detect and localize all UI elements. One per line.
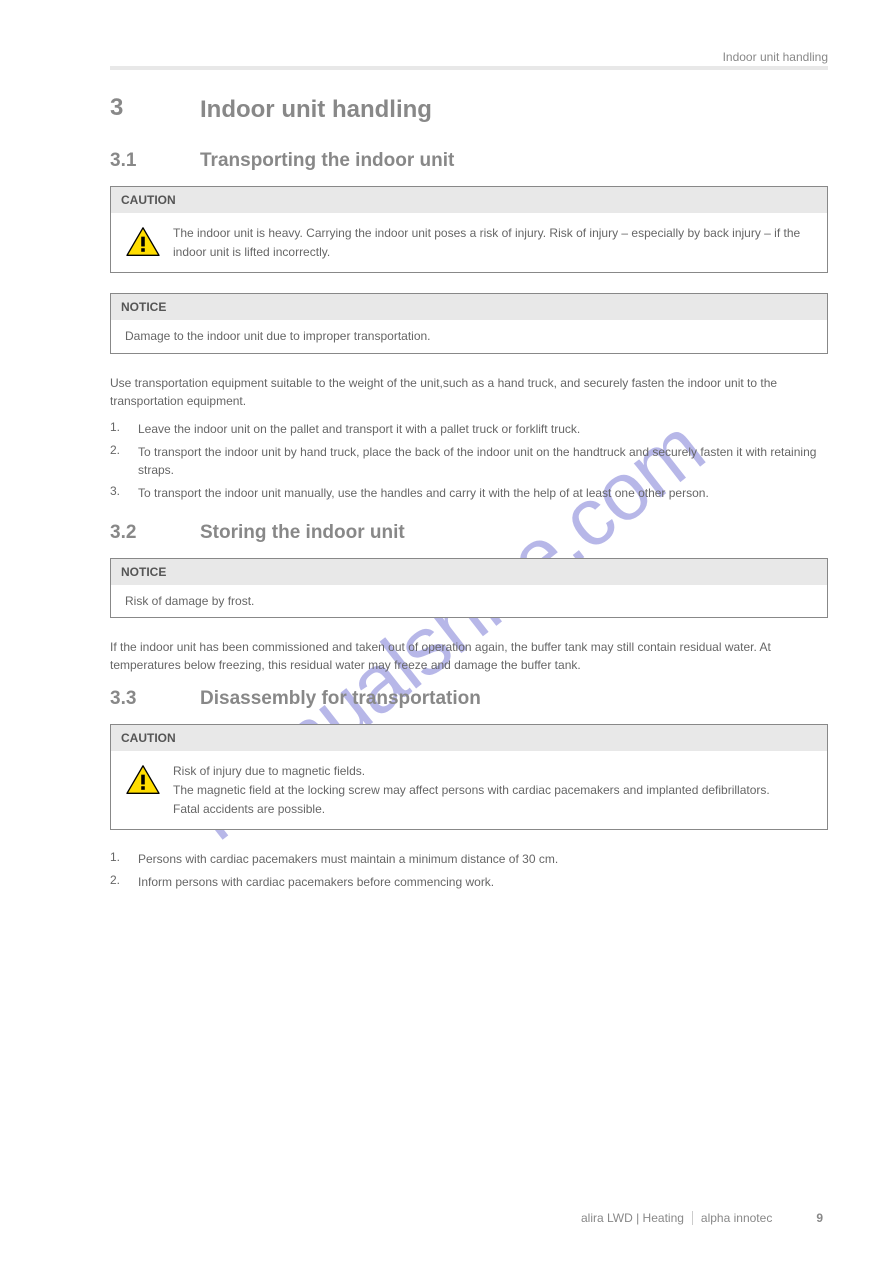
header-title: Indoor unit handling [110, 50, 828, 64]
section-disassembly-title: Disassembly for transportation [200, 688, 828, 710]
list-item: 2. To transport the indoor unit by hand … [110, 443, 828, 479]
caution-text-1: The indoor unit is heavy. Carrying the i… [173, 224, 813, 261]
caution-box-1: CAUTION The indoor unit is heavy. Carryi… [110, 186, 828, 273]
list-number: 3. [110, 484, 126, 502]
list-text: To transport the indoor unit by hand tru… [138, 443, 828, 479]
disassembly-list: 1. Persons with cardiac pacemakers must … [110, 850, 828, 891]
page-header: Indoor unit handling [110, 50, 828, 70]
list-item: 3. To transport the indoor unit manually… [110, 484, 828, 502]
list-number: 2. [110, 443, 126, 479]
section-transport-title: Transporting the indoor unit [200, 150, 828, 172]
caution-header-2: CAUTION [111, 725, 827, 751]
page-container: Indoor unit handling 3 Indoor unit handl… [0, 0, 893, 961]
list-item: 1. Persons with cardiac pacemakers must … [110, 850, 828, 868]
list-item: 1. Leave the indoor unit on the pallet a… [110, 420, 828, 438]
notice-body-1: Damage to the indoor unit due to imprope… [111, 320, 827, 353]
notice-text-2: Risk of damage by frost. [125, 592, 254, 611]
page-footer: alira LWD | Heating alpha innotec 9 [581, 1211, 823, 1225]
notice-body-2: Risk of damage by frost. [111, 585, 827, 618]
footer-divider [692, 1211, 693, 1225]
transport-list: 1. Leave the indoor unit on the pallet a… [110, 420, 828, 502]
list-text: To transport the indoor unit manually, u… [138, 484, 709, 502]
list-text: Inform persons with cardiac pacemakers b… [138, 873, 494, 891]
list-number: 1. [110, 420, 126, 438]
caution-text-2: Risk of injury due to magnetic fields. T… [173, 762, 770, 818]
list-number: 1. [110, 850, 126, 868]
section-storage-title: Storing the indoor unit [200, 522, 828, 544]
notice-box-2: NOTICE Risk of damage by frost. [110, 558, 828, 619]
caution-box-2: CAUTION Risk of injury due to magnetic f… [110, 724, 828, 830]
caution-body-2: Risk of injury due to magnetic fields. T… [111, 751, 827, 829]
storage-paragraph: If the indoor unit has been commissioned… [110, 638, 828, 674]
caution-header-1: CAUTION [111, 187, 827, 213]
footer-page-number: 9 [816, 1211, 823, 1225]
caution-body-1: The indoor unit is heavy. Carrying the i… [111, 213, 827, 272]
notice-text-1: Damage to the indoor unit due to imprope… [125, 327, 431, 346]
section-main-title: Indoor unit handling [200, 96, 828, 124]
notice-box-1: NOTICE Damage to the indoor unit due to … [110, 293, 828, 354]
list-number: 2. [110, 873, 126, 891]
transport-paragraph: Use transportation equipment suitable to… [110, 374, 828, 410]
notice-header-1: NOTICE [111, 294, 827, 320]
warning-triangle-icon [125, 226, 161, 258]
list-text: Persons with cardiac pacemakers must mai… [138, 850, 558, 868]
footer-product: alira LWD | Heating [581, 1211, 684, 1225]
list-text: Leave the indoor unit on the pallet and … [138, 420, 580, 438]
list-item: 2. Inform persons with cardiac pacemaker… [110, 873, 828, 891]
notice-header-2: NOTICE [111, 559, 827, 585]
footer-company: alpha innotec [701, 1211, 772, 1225]
warning-triangle-icon [125, 764, 161, 796]
